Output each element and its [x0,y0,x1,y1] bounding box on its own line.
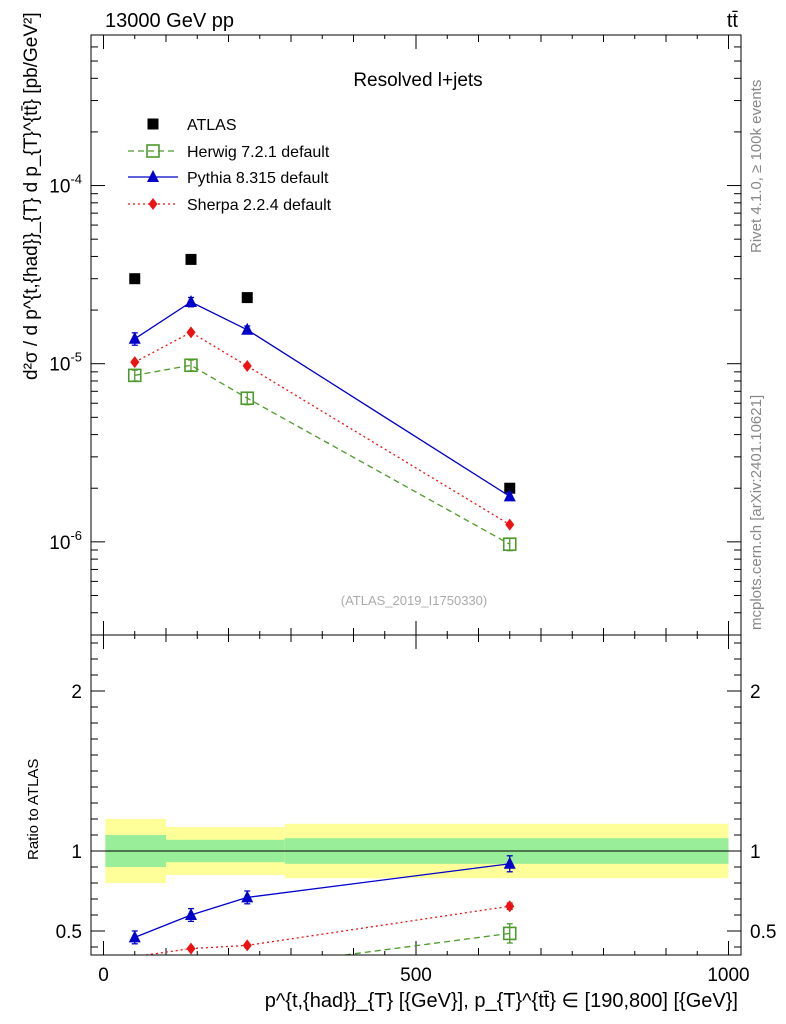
y-tick-label: 10-6 [49,528,82,554]
atlas-data-point [185,253,197,265]
ratio-point [186,942,196,955]
atlas-data-point [504,482,516,494]
series-point [127,368,142,383]
legend-entry: Sherpa 2.2.4 default [128,197,332,214]
axis-ticks: 0 500 1000 10-6 10-5 10-4 0.5 0.5 1 1 2 2 [49,34,776,986]
series-point [130,356,140,369]
x-axis-title: p^{t,{had}}_{T} [{GeV}], p_{T}^{tt̄} ∈ [… [265,990,738,1012]
legend-entry: Herwig 7.2.1 default [128,144,330,161]
series-point [503,489,516,502]
legend: ATLAS Herwig 7.2.1 default Pythia 8.315 de… [128,117,332,214]
plot-frames [90,34,742,956]
ratio-line [190,944,248,950]
analysis-id: (ATLAS_2019_I1750330) [341,593,487,608]
x-tick-label: 0 [98,965,109,986]
ratio-line [344,932,510,956]
legend-label: Herwig 7.2.1 default [187,144,330,161]
y-tick-label: 10-4 [49,172,82,198]
legend-marker [147,118,159,130]
ratio-point [241,890,254,903]
ratio-uncertainty-bands [91,819,741,883]
ratio-point [128,930,141,943]
series-point [240,391,255,406]
series-pythia-8-315-default [128,294,516,945]
ratio-tick-label-left: 1 [71,842,82,863]
legend-marker [147,170,159,182]
chart-title: Resolved l+jets [353,70,482,91]
legend-entry: ATLAS [147,117,237,134]
legend-label: Sherpa 2.2.4 default [187,197,332,214]
atlas-data-point [129,273,141,285]
ratio-line [247,863,510,899]
series-atlas [129,253,516,494]
y-axis-title: d²σ / d p^{t,{had}}_{T} d p_{T}^{tt̄} [p… [21,12,42,380]
series-line [134,364,511,545]
series-point [505,518,515,531]
ratio-line [247,905,510,947]
ratio-tick-label-right: 2 [750,682,761,703]
ratio-tick-label-left: 2 [71,682,82,703]
ratio-tick-label-right: 1 [750,842,761,863]
mcplots-label: mcplots.cern.ch [arXiv:2401.10621] [748,395,765,630]
legend-marker [146,144,160,158]
series-point [128,331,141,344]
ratio-point [505,900,515,913]
series-line [134,301,511,497]
x-tick-label: 1000 [707,965,749,986]
ratio-line [134,914,192,939]
ratio-point [503,856,516,869]
energy-label: 13000 GeV pp [105,10,234,32]
series-herwig-7-2-1-default [127,358,517,956]
series-point [502,537,517,552]
process-label: tt̄ [727,10,739,32]
x-tick-label: 500 [400,965,432,986]
ratio-point [502,926,517,941]
ratio-line [145,947,192,956]
ratio-point [242,939,252,952]
rivet-version-label: Rivet 4.1.0, ≥ 100k events [748,80,765,253]
series-sherpa-2-2-4-default [130,326,515,956]
legend-entry: Pythia 8.315 default [128,170,329,187]
ratio-point [185,908,197,920]
series-point [184,358,198,373]
ratio-y-axis-title: Ratio to ATLAS [25,759,42,860]
legend-label: Pythia 8.315 default [187,170,329,187]
series-point [241,322,254,335]
ratio-tick-label-right: 0.5 [750,922,776,943]
ratio-tick-label-left: 0.5 [56,922,82,943]
legend-marker [148,198,158,210]
series-layer [127,253,517,956]
atlas-data-point [241,292,253,304]
ratio-line [190,896,248,916]
legend-label: ATLAS [187,117,237,134]
series-line [134,331,511,526]
ratio-plot-frame [90,634,742,956]
series-point [186,326,196,339]
series-point [242,360,252,373]
series-point [185,294,197,307]
y-tick-label: 10-5 [49,350,82,376]
